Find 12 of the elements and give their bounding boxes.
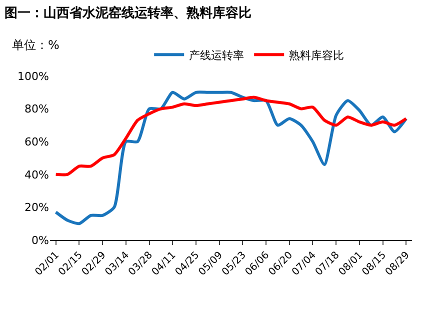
legend-label: 产线运转率	[189, 48, 244, 62]
y-axis-title: 单位：%	[12, 38, 60, 52]
y-tick-label: 80%	[24, 102, 49, 116]
chart-title: 图一：山西省水泥窑线运转率、熟料库容比	[4, 5, 252, 22]
legend-label: 熟料库容比	[289, 48, 344, 62]
y-tick-label: 0%	[32, 234, 49, 247]
line-series	[54, 90, 408, 226]
y-tick-label: 40%	[24, 168, 49, 182]
y-tick-label: 60%	[24, 135, 49, 148]
y-tick-label: 20%	[24, 201, 49, 214]
y-tick-label: 100%	[18, 70, 49, 83]
line-series	[54, 96, 408, 176]
